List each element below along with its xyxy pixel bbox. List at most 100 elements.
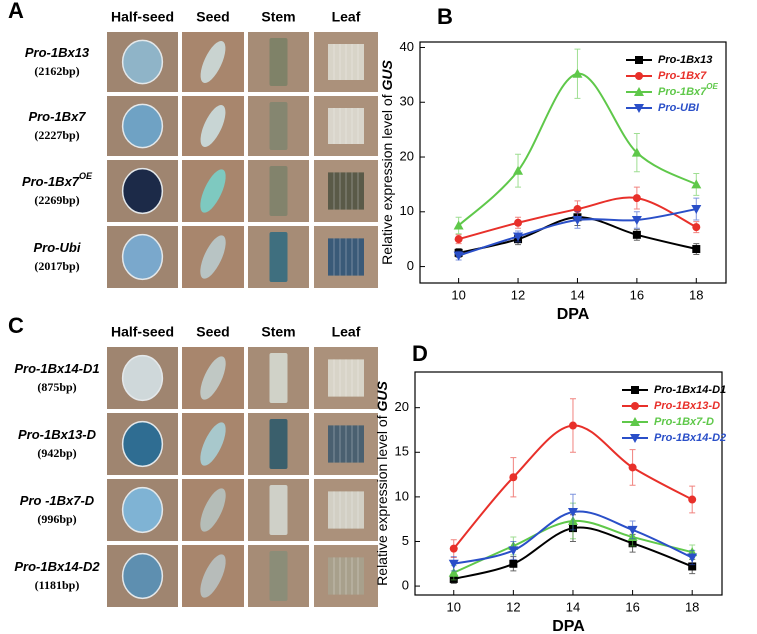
marker [509, 473, 518, 482]
x-tick-label: 12 [511, 287, 525, 302]
column-header: Stem [261, 324, 295, 340]
column-header: Leaf [332, 9, 361, 25]
leaf [328, 238, 364, 276]
marker [692, 223, 701, 232]
legend-name: Pro-1Bx7 [658, 86, 707, 98]
seed [200, 41, 226, 83]
row-name: Pro-1Bx7 [28, 109, 86, 124]
leaf [328, 425, 364, 463]
marker [634, 104, 644, 113]
row-bp: (942bp) [37, 446, 76, 460]
x-axis-label: DPA [552, 618, 585, 634]
legend-name: Pro-1Bx14-D2 [654, 432, 726, 444]
legend-name: Pro-1Bx14-D1 [654, 384, 726, 396]
stem [269, 353, 288, 403]
seed [200, 235, 226, 279]
x-tick-label: 12 [506, 599, 520, 614]
row-bp: (1181bp) [35, 578, 80, 592]
marker [514, 218, 523, 227]
marker [448, 567, 459, 577]
row-sup: OE [79, 171, 93, 181]
x-tick-label: 10 [451, 287, 465, 302]
y-axis-label: Relative expression level of GUS [374, 381, 390, 586]
marker [509, 559, 518, 568]
marker [572, 68, 583, 78]
row-bp: (2227bp) [34, 128, 79, 142]
marker [691, 205, 702, 215]
y-tick-label: 15 [395, 444, 409, 459]
legend-label: Pro-1Bx14-D2 [654, 432, 726, 444]
stem [269, 38, 288, 86]
row-bp: (2269bp) [34, 193, 79, 207]
marker [632, 230, 641, 239]
half-seed [121, 354, 164, 402]
legend-sup: OE [706, 82, 718, 91]
marker [688, 562, 697, 571]
legend-name: Pro-1Bx13-D [654, 400, 720, 412]
seed [200, 554, 226, 598]
leaf [328, 557, 364, 595]
row-label: Pro -1Bx7-D [20, 493, 95, 508]
marker [635, 72, 643, 80]
row-name: Pro-1Bx14-D1 [14, 361, 99, 376]
stem [269, 102, 288, 150]
row-bp: (875bp) [37, 380, 76, 394]
y-tick-label: 10 [395, 488, 409, 503]
row-label: Pro-Ubi [34, 240, 81, 255]
legend-label: Pro-1Bx14-D1 [654, 384, 726, 396]
panel-letter: A [8, 0, 24, 23]
marker [573, 205, 582, 214]
x-tick-label: 14 [570, 287, 584, 302]
row-name: Pro -1Bx7-D [20, 493, 95, 508]
y-tick-label: 20 [395, 399, 409, 414]
row-bp: (996bp) [37, 512, 76, 526]
marker [567, 508, 578, 518]
leaf [328, 172, 364, 210]
seed [200, 105, 226, 147]
y-axis-label: Relative expression level of GUS [379, 60, 395, 265]
legend-name: Pro-UBI [658, 102, 700, 114]
panel-letter: B [437, 4, 453, 29]
legend-name: Pro-1Bx7 [658, 70, 707, 82]
legend-label: Pro-1Bx7-D [654, 416, 714, 428]
row-name: Pro-1Bx7 [22, 174, 80, 189]
seed [200, 422, 226, 466]
marker [449, 544, 458, 553]
panel-letter: D [412, 341, 428, 366]
x-tick-label: 10 [447, 599, 461, 614]
column-header: Stem [261, 9, 295, 25]
x-tick-label: 16 [630, 287, 644, 302]
half-seed [121, 486, 164, 534]
y-tick-label: 10 [400, 203, 414, 218]
marker [568, 421, 577, 430]
seed [200, 169, 226, 213]
row-label: Pro-1Bx7 [28, 109, 86, 124]
marker [634, 87, 644, 96]
x-tick-label: 16 [625, 599, 639, 614]
leaf [328, 491, 364, 529]
y-axis-label-gene: GUS [374, 381, 390, 412]
legend-label: Pro-UBI [658, 102, 700, 114]
row-name: Pro-1Bx14-D2 [14, 559, 100, 574]
marker [687, 553, 698, 563]
half-seed [121, 103, 164, 149]
row-label: Pro-1Bx14-D2 [14, 559, 100, 574]
seed [200, 488, 226, 532]
y-tick-label: 0 [402, 578, 409, 593]
y-tick-label: 0 [407, 258, 414, 273]
row-name: Pro-Ubi [34, 240, 81, 255]
marker [513, 232, 524, 242]
marker [631, 402, 639, 410]
half-seed [121, 420, 164, 468]
marker [692, 245, 701, 254]
marker [688, 495, 697, 504]
y-axis-label-gene: GUS [379, 60, 395, 91]
x-axis-label: DPA [557, 306, 590, 323]
marker [630, 417, 640, 426]
marker [508, 546, 519, 556]
marker [631, 216, 642, 226]
y-tick-label: 5 [402, 533, 409, 548]
stem [269, 419, 288, 469]
half-seed [121, 39, 164, 85]
column-header: Leaf [332, 324, 361, 340]
